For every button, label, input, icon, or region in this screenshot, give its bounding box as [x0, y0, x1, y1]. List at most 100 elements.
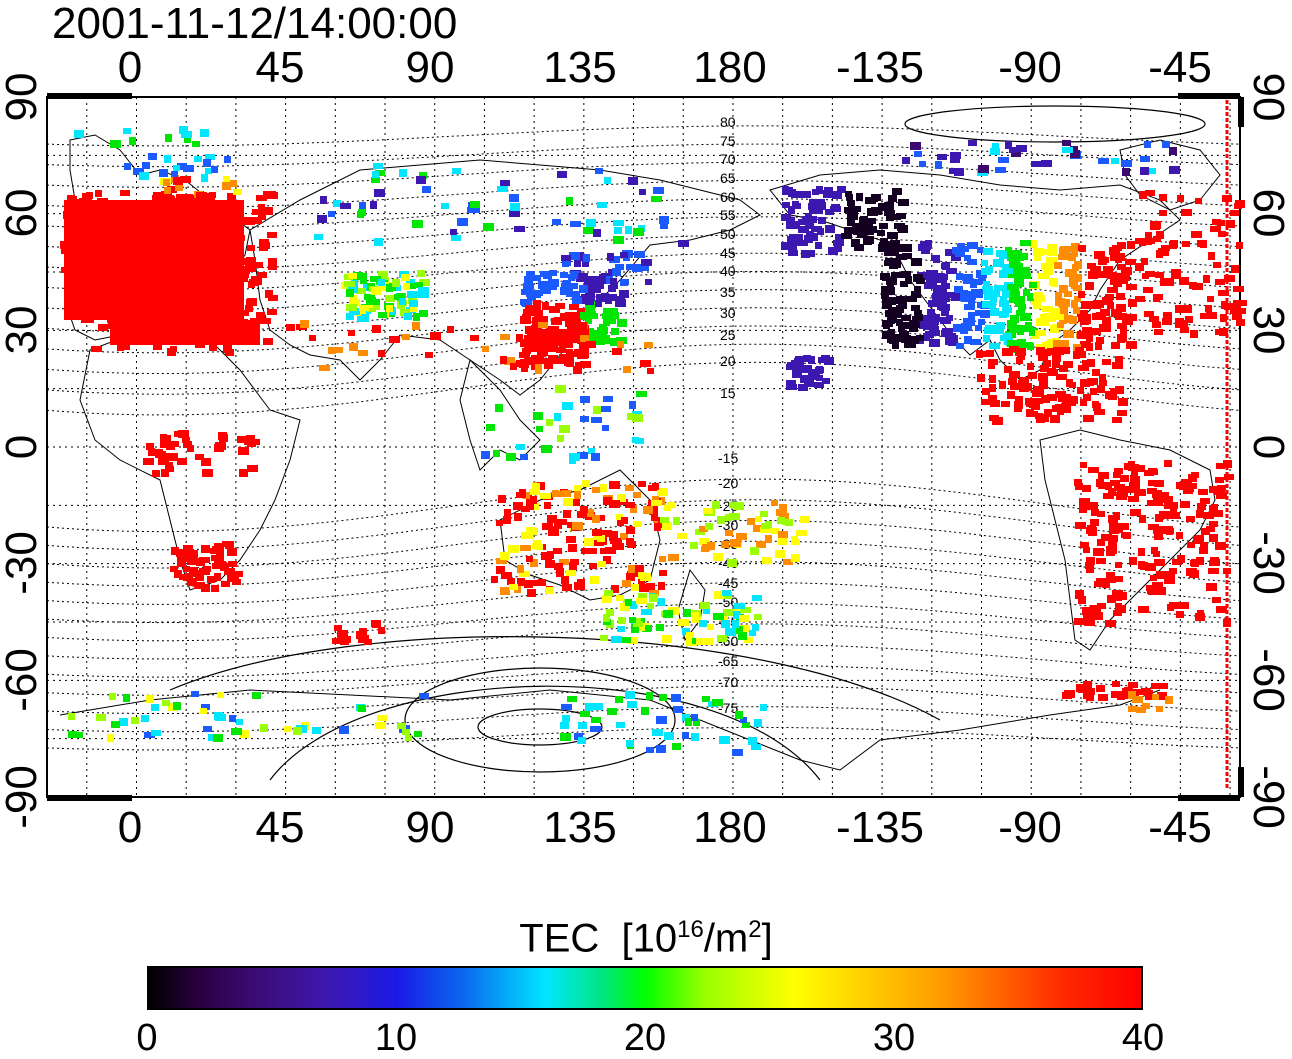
tec-cell — [593, 534, 601, 540]
tec-cell — [389, 336, 400, 343]
tec-cell — [1102, 257, 1109, 263]
tec-cell — [1108, 488, 1116, 496]
tec-cell — [135, 227, 145, 233]
tec-cell — [742, 722, 750, 728]
tec-cell — [1200, 313, 1209, 319]
tec-cell — [599, 327, 607, 335]
tec-cell — [1138, 548, 1145, 556]
tec-cell — [202, 277, 210, 284]
tec-cell — [194, 582, 205, 589]
tec-cell — [1074, 479, 1082, 486]
tec-cell — [359, 202, 366, 210]
tec-cell — [756, 541, 766, 548]
tec-cell — [733, 626, 743, 634]
tec-cell — [386, 284, 393, 292]
tec-cell — [734, 603, 745, 609]
tec-cell — [557, 171, 567, 178]
tec-cell — [404, 313, 412, 320]
tec-cell — [153, 343, 162, 350]
tec-cell — [953, 324, 962, 332]
tec-cell — [898, 302, 907, 309]
tec-cell — [884, 210, 895, 216]
tec-cell — [586, 219, 596, 227]
tec-cell — [1191, 559, 1199, 567]
tec-cell — [190, 195, 200, 203]
tec-cell — [602, 425, 609, 431]
tec-cell — [692, 612, 699, 619]
tec-cell — [141, 335, 152, 342]
tec-cell — [1131, 468, 1138, 476]
tec-cell — [901, 271, 911, 278]
tec-cell — [638, 572, 646, 579]
tec-cell — [413, 313, 420, 321]
tec-cell — [217, 692, 224, 698]
tec-cell — [975, 290, 983, 298]
tec-cell — [470, 335, 479, 341]
tec-cell — [616, 595, 624, 601]
tec-cell — [1047, 244, 1057, 251]
tec-cell — [501, 572, 512, 579]
tec-cell — [617, 494, 626, 502]
tec-cell — [891, 214, 901, 220]
tec-cell — [1221, 301, 1228, 309]
contour-label: -15 — [718, 450, 738, 466]
tec-cell — [343, 636, 351, 643]
tec-cell — [207, 576, 215, 583]
tec-cell — [1148, 480, 1155, 486]
tec-cell — [1040, 365, 1049, 372]
tec-cell — [242, 259, 249, 265]
tec-cell — [549, 328, 557, 336]
tec-cell — [939, 304, 950, 311]
tec-cell — [538, 322, 548, 328]
tec-cell — [783, 559, 793, 565]
tec-cell — [1087, 378, 1098, 385]
tec-cell — [733, 502, 744, 510]
tec-cell — [673, 706, 683, 713]
tec-cell — [983, 248, 993, 255]
tec-cell — [795, 356, 804, 362]
tec-cell — [1181, 209, 1192, 216]
tec-cell — [642, 586, 649, 592]
tec-cell — [1140, 156, 1150, 162]
tec-cell — [153, 449, 163, 456]
tec-cell — [519, 571, 530, 577]
tec-cell — [521, 289, 529, 295]
tec-cell — [914, 151, 922, 157]
tec-cell — [514, 226, 525, 232]
tec-cell — [151, 704, 159, 711]
tec-cell — [344, 281, 355, 287]
tec-cell — [1149, 316, 1159, 322]
tec-cell — [660, 222, 668, 229]
tec-cell — [805, 216, 812, 222]
colorbar-tick-label: 10 — [374, 1017, 418, 1059]
tec-cell — [194, 309, 204, 315]
tec-cell — [1206, 526, 1215, 532]
tec-cell — [194, 156, 202, 162]
tec-cell — [561, 283, 568, 291]
contour-line — [46, 582, 1240, 624]
tec-cell — [1024, 383, 1032, 391]
tec-cell — [1036, 347, 1045, 355]
tec-cell — [374, 189, 385, 197]
tec-cell — [229, 715, 236, 722]
tec-cell — [1009, 261, 1020, 268]
tec-cell — [1081, 317, 1091, 324]
tec-cell — [1081, 301, 1092, 309]
tec-cell — [397, 293, 405, 301]
tec-cell — [1181, 479, 1192, 486]
tec-cell — [696, 638, 703, 645]
tec-cell — [1055, 292, 1062, 298]
tec-cell — [155, 308, 166, 316]
tec-cell — [952, 247, 959, 254]
tec-cell — [1147, 488, 1157, 494]
tec-cell — [748, 737, 757, 745]
tec-cell — [636, 391, 647, 397]
tec-cell — [657, 488, 668, 496]
tec-cell — [856, 193, 863, 201]
tec-cell — [603, 614, 610, 622]
tec-cell — [891, 334, 902, 342]
tec-cell — [566, 359, 574, 367]
tec-cell — [1158, 248, 1169, 256]
tec-cell — [591, 453, 600, 461]
tec-cell — [678, 619, 689, 626]
